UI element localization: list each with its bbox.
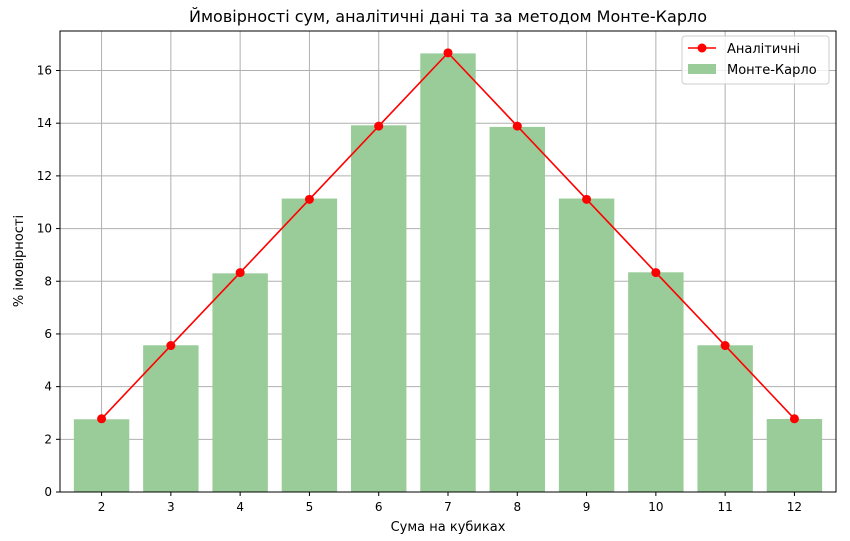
legend-marker-swatch (697, 43, 707, 53)
point-2 (97, 414, 107, 424)
point-12 (789, 414, 799, 424)
legend-bar-swatch (688, 64, 716, 74)
y-tick-label: 6 (44, 327, 52, 341)
y-tick-label: 14 (37, 116, 52, 130)
x-tick-label: 10 (648, 500, 663, 514)
x-tick-label: 7 (444, 500, 452, 514)
legend-label-analytic: Аналітичні (727, 42, 800, 57)
legend: Аналітичні Монте-Карло (681, 35, 830, 85)
point-4 (235, 268, 245, 278)
x-axis-label: Сума на кубиках (391, 520, 506, 535)
x-tick-label: 3 (167, 500, 175, 514)
point-3 (166, 341, 176, 351)
bar-5 (281, 198, 338, 492)
bar-6 (351, 125, 407, 492)
point-10 (651, 268, 661, 278)
y-tick-label: 10 (37, 222, 52, 236)
y-tick-label: 8 (44, 274, 52, 288)
x-tick-label: 4 (236, 500, 244, 514)
x-axis-ticks: 2 3 4 5 6 7 8 9 10 11 12 (98, 492, 802, 514)
bar-11 (697, 345, 753, 492)
point-11 (720, 341, 730, 351)
x-tick-label: 2 (98, 500, 106, 514)
legend-box (681, 35, 830, 85)
x-tick-label: 12 (787, 500, 802, 514)
point-5 (304, 194, 314, 204)
point-6 (374, 121, 384, 131)
x-tick-label: 11 (718, 500, 733, 514)
y-tick-label: 0 (44, 485, 52, 499)
bar-4 (212, 273, 268, 492)
chart-title: Ймовірності сум, аналітичні дані та за м… (189, 7, 707, 26)
y-tick-label: 16 (37, 64, 52, 78)
y-tick-label: 2 (44, 432, 52, 446)
point-8 (512, 121, 522, 131)
bar-2 (73, 419, 130, 492)
x-tick-label: 5 (306, 500, 314, 514)
bar-12 (766, 419, 823, 492)
bar-7 (420, 53, 476, 493)
line-series-analytic (97, 48, 799, 424)
bar-series-monte-carlo (73, 53, 823, 493)
x-tick-label: 9 (583, 500, 591, 514)
bar-10 (628, 272, 684, 492)
y-axis-label: % імовірності (12, 215, 27, 307)
y-tick-label: 12 (37, 169, 52, 183)
x-tick-label: 6 (375, 500, 383, 514)
point-9 (582, 194, 592, 204)
bar-8 (489, 126, 545, 492)
y-tick-label: 4 (44, 380, 52, 394)
bar-9 (558, 198, 615, 492)
y-axis-ticks: 0 2 4 6 8 10 12 14 16 (37, 64, 60, 499)
point-7 (443, 48, 453, 58)
x-tick-label: 8 (513, 500, 521, 514)
bar-3 (143, 345, 199, 492)
legend-label-monte-carlo: Монте-Карло (727, 63, 817, 78)
